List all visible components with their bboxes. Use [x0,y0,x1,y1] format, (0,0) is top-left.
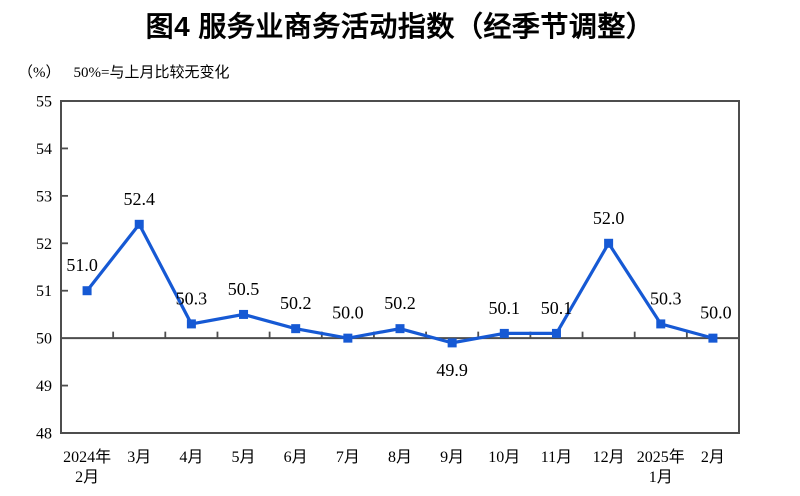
y-axis-label: 53 [36,188,52,205]
data-point-marker [395,324,405,334]
x-axis-label: 8月 [388,449,412,466]
x-axis-label: 9月 [440,449,464,466]
y-axis-label: 49 [36,378,52,395]
x-axis-label: 11月 [541,449,572,466]
data-point-marker [343,333,353,343]
data-point-label: 52.0 [593,208,625,228]
x-axis-label: 3月 [127,449,151,466]
data-point-marker [447,338,457,348]
y-axis-label: 52 [36,236,52,253]
y-axis-label: 48 [36,426,52,443]
data-point-marker [656,319,666,329]
y-axis-label: 55 [36,94,52,111]
y-axis-label: 50 [36,331,52,348]
x-axis-label: 4月 [179,449,203,466]
baseline-note: 50%=与上月比较无变化 [73,65,230,81]
data-point-label: 50.1 [489,298,521,318]
y-axis-label: 51 [36,283,52,300]
data-point-label: 50.5 [228,279,260,299]
data-point-marker [551,328,561,338]
data-point-marker [134,219,144,229]
plot-border [60,100,740,434]
chart-title: 图4 服务业商务活动指数（经季节调整） [145,11,655,42]
chart-subtitle: （%） 50%=与上月比较无变化 [18,64,229,82]
data-point-label: 50.2 [384,293,416,313]
x-axis-label: 7月 [336,449,360,466]
data-point-label: 50.0 [332,303,364,323]
data-point-label: 50.3 [650,288,682,308]
data-point-label: 50.2 [280,293,312,313]
data-point-marker [499,328,509,338]
data-point-marker [186,319,196,329]
x-axis-label: 2月 [701,449,725,466]
x-axis-label: 2025年 1月 [637,448,685,486]
x-axis-label: 2024年 2月 [63,448,111,486]
data-point-marker [291,324,301,334]
data-point-marker [239,309,249,319]
data-point-label: 50.1 [541,298,573,318]
x-axis-label: 6月 [284,449,308,466]
data-point-label: 49.9 [436,360,468,380]
data-point-label: 50.0 [700,303,732,323]
x-axis-label: 12月 [593,449,625,466]
x-axis-label: 5月 [232,449,256,466]
data-point-label: 52.4 [123,189,155,209]
x-axis-label: 10月 [488,449,520,466]
data-point-marker [708,333,718,343]
data-point-label: 51.0 [66,255,98,275]
data-point-marker [604,238,614,248]
y-axis-label: 54 [36,141,52,158]
data-point-label: 50.3 [176,288,208,308]
y-axis-unit-label: （%） [18,65,61,81]
data-point-marker [82,286,92,296]
